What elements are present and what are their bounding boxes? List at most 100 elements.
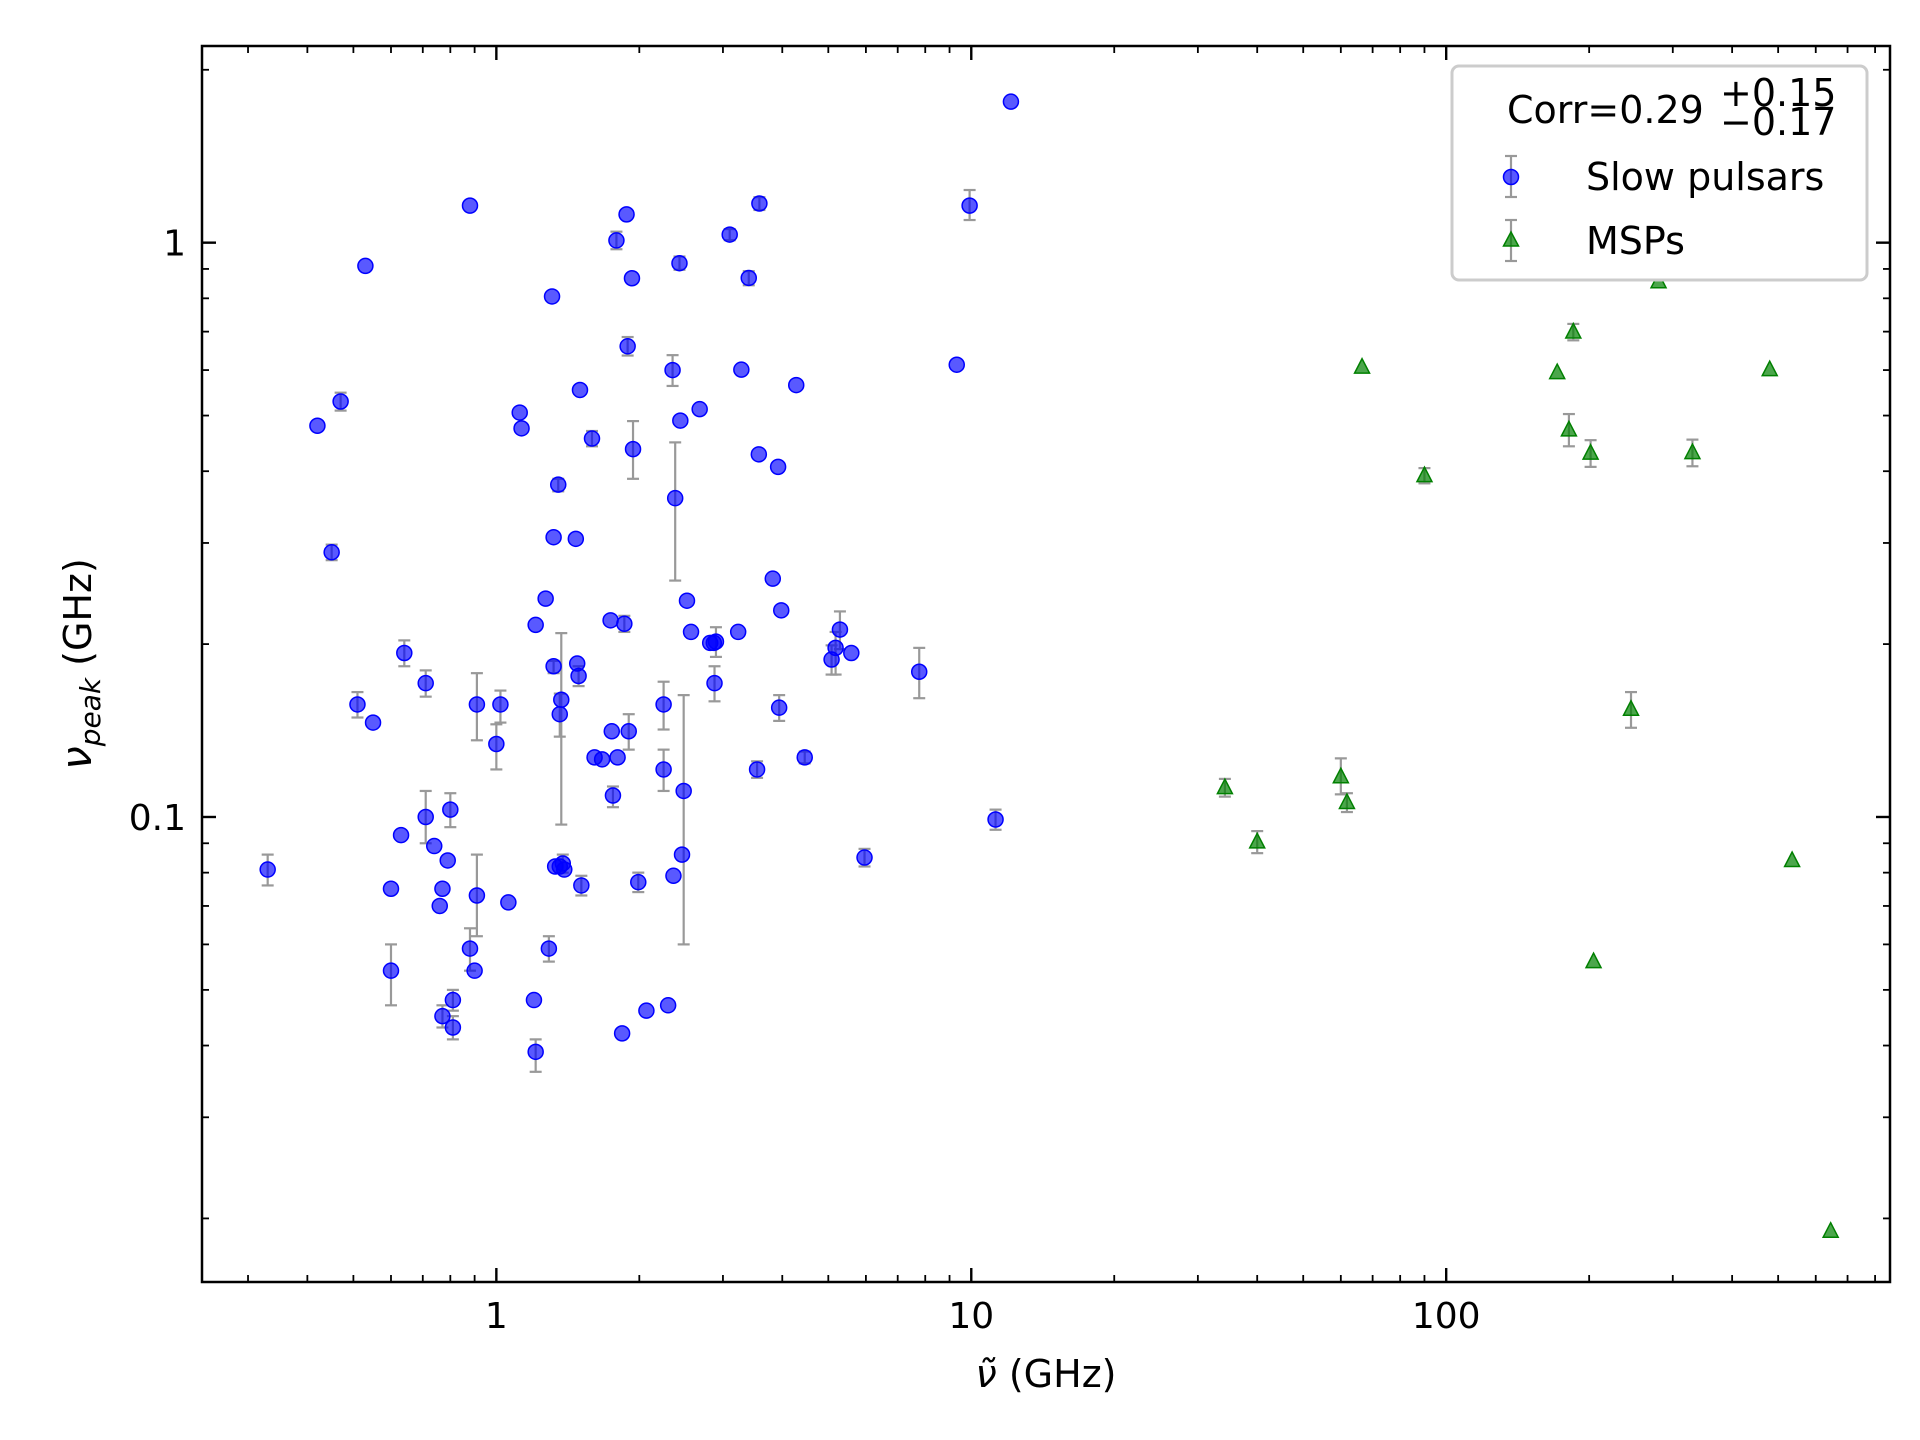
slow-pulsar-point — [442, 801, 459, 818]
msp-point — [1783, 850, 1801, 868]
slow-pulsar-point — [721, 226, 738, 243]
slow-pulsar-point — [675, 782, 692, 800]
slow-pulsar-point — [672, 412, 689, 429]
slow-pulsar-point — [309, 417, 326, 434]
slow-pulsar-point — [764, 570, 782, 587]
slow-pulsar-point — [827, 639, 844, 657]
slow-pulsar-point — [682, 623, 700, 641]
slow-pulsar-point — [545, 658, 562, 675]
correlation-upper: +0.15 — [1720, 71, 1836, 115]
slow-pulsar-point — [769, 458, 787, 476]
slow-pulsar-point — [525, 991, 543, 1009]
slow-pulsar-point — [492, 696, 509, 713]
msp-point — [1216, 777, 1234, 795]
slow-pulsar-point — [513, 420, 530, 437]
msp-point — [1821, 1221, 1840, 1238]
slow-pulsar-point — [396, 644, 413, 662]
slow-pulsar-point — [417, 808, 434, 826]
slow-pulsar-point — [573, 877, 590, 894]
slow-pulsar-point — [382, 880, 400, 897]
msp-point — [1548, 362, 1566, 380]
legend-slow-pulsars-marker — [1502, 168, 1520, 186]
slow-pulsar-point — [733, 361, 750, 378]
slow-pulsar-point — [439, 852, 456, 869]
msp-point — [1560, 419, 1578, 437]
slow-pulsar-point — [729, 623, 747, 641]
slow-pulsar-point — [624, 440, 642, 458]
legend-msps-label: MSPs — [1586, 219, 1685, 263]
slow-pulsar-point — [323, 544, 340, 561]
slow-pulsar-point — [856, 849, 873, 866]
legend-msps-marker — [1502, 230, 1520, 247]
y-tick-label: 0.1 — [129, 798, 186, 839]
slow-pulsar-point — [787, 376, 805, 394]
slow-pulsar-point — [613, 1025, 631, 1042]
slow-pulsar-point — [500, 894, 517, 911]
slow-pulsar-point — [444, 991, 462, 1009]
legend-frame — [1450, 64, 1869, 282]
legend: Corr=0.29 +0.15 −0.17 Slow pulsars MSPs — [1450, 64, 1869, 282]
msp-point — [1760, 359, 1779, 377]
slow-pulsar-point — [671, 254, 688, 272]
x-tick-label: 10 — [948, 1296, 994, 1337]
slow-pulsar-point — [655, 761, 672, 778]
msp-point — [1581, 443, 1600, 460]
slow-pulsar-point — [364, 714, 382, 731]
correlation-annotation: Corr=0.29 — [1507, 88, 1704, 132]
x-axis-label: ν̃ (GHz) — [976, 1352, 1117, 1396]
slow-pulsar-point — [540, 940, 558, 957]
y-axis-symbol: ν — [52, 746, 101, 769]
slow-pulsar-point — [461, 197, 479, 214]
slow-pulsar-point — [796, 749, 813, 766]
slow-pulsar-point — [620, 723, 637, 740]
correlation-text: Corr=0.29 — [1507, 88, 1704, 132]
legend-slow-pulsars-label: Slow pulsars — [1586, 155, 1824, 199]
slow-pulsar-point — [678, 592, 696, 609]
msp-point — [1564, 321, 1583, 339]
slow-pulsar-point — [545, 528, 562, 546]
slow-pulsar-point — [553, 691, 570, 709]
slow-pulsar-point — [466, 962, 483, 979]
slow-pulsar-point — [707, 633, 725, 650]
slow-pulsar-point — [609, 749, 626, 766]
slow-pulsar-point — [638, 1002, 655, 1019]
slow-pulsar-point — [567, 530, 585, 548]
slow-pulsar-point — [434, 880, 451, 897]
slow-pulsar-point — [259, 861, 276, 878]
x-tick-label: 100 — [1412, 1296, 1481, 1337]
slow-pulsar-point — [748, 761, 766, 778]
slow-pulsar-point — [537, 590, 554, 607]
slow-pulsar-point — [382, 962, 400, 979]
slow-pulsar-point — [623, 270, 641, 287]
slow-pulsar-point — [659, 997, 677, 1014]
y-axis-unit: (GHz) — [56, 558, 100, 678]
slow-pulsar-point — [392, 826, 410, 844]
x-axis-unit: (GHz) — [997, 1352, 1117, 1396]
slow-pulsar-point — [740, 269, 758, 287]
slow-pulsar-point — [664, 361, 681, 379]
slow-pulsar-point — [961, 197, 978, 214]
slow-pulsar-point — [444, 1019, 462, 1036]
slow-pulsar-point — [570, 667, 587, 685]
slow-pulsar-point — [691, 400, 708, 418]
slow-pulsar-point — [602, 612, 619, 629]
slow-pulsar-point — [468, 696, 486, 713]
msp-point — [1683, 442, 1702, 460]
slow-pulsar-point — [332, 393, 349, 410]
msp-point — [1584, 951, 1603, 969]
slow-pulsar-point — [571, 381, 589, 399]
slow-pulsar-point — [618, 206, 635, 223]
slow-pulsar-point — [551, 705, 569, 723]
msp-point — [1248, 831, 1266, 849]
slow-pulsar-point — [772, 602, 790, 619]
slow-pulsar-point — [549, 476, 567, 493]
tick-labels: 1 10 100 0.1 1 — [129, 224, 1481, 1337]
major-ticks — [202, 46, 1890, 1282]
slow-pulsar-point — [461, 940, 479, 957]
slow-pulsar-point — [619, 338, 636, 355]
slow-pulsar-point — [843, 644, 860, 662]
slow-pulsar-point — [488, 735, 505, 753]
error-bars — [261, 188, 1699, 1073]
slow-pulsar-point — [630, 873, 647, 891]
y-tick-label: 1 — [163, 224, 186, 265]
